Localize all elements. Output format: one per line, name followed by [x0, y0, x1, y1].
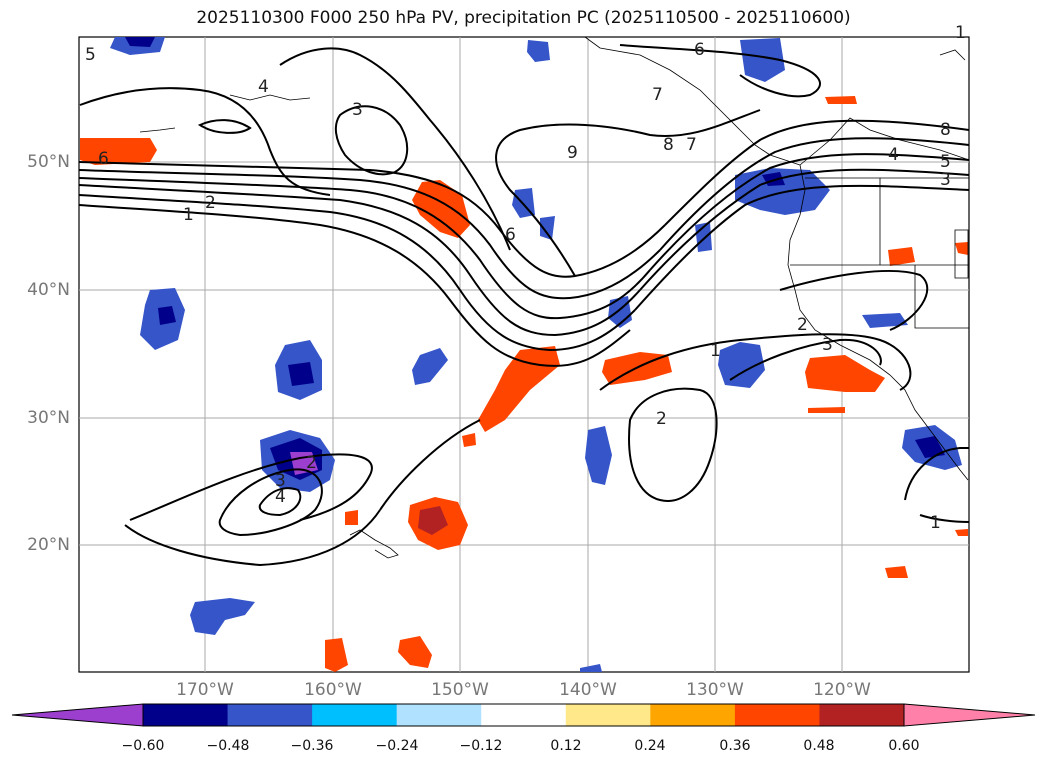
colorbar-segment: [227, 704, 313, 726]
contour-label: 3: [275, 471, 286, 491]
colorbar-tick-label: 0.60: [888, 738, 920, 754]
contour-label: 1: [930, 513, 941, 533]
colorbar-tick-label: −0.24: [375, 738, 419, 754]
lat-label: 20°N: [27, 535, 70, 555]
contour-label: 7: [686, 135, 697, 155]
contour-label: 3: [352, 100, 363, 120]
map-panel: 5 4 3 6 2 1 9 8 7 6 5 4 3 8 6 7 1 2 3 2 …: [78, 23, 970, 673]
contour-label: 1: [183, 205, 194, 225]
colorbar-segment: [734, 704, 820, 726]
contour-label: 4: [258, 77, 269, 97]
contour-label: 8: [663, 135, 674, 155]
map-title: 2025110300 F000 250 hPa PV, precipitatio…: [196, 8, 851, 28]
contour-label: 5: [85, 45, 96, 65]
colorbar-segment: [481, 704, 567, 726]
contour-label: 3: [940, 170, 951, 190]
contour-label: 6: [505, 225, 516, 245]
gridlines: [79, 37, 969, 672]
lon-label: 130°W: [686, 680, 744, 700]
colorbar-tick-label: 0.48: [803, 738, 835, 754]
lon-label: 170°W: [176, 680, 234, 700]
lon-label: 120°W: [813, 680, 871, 700]
contour-label: 2: [205, 193, 216, 213]
lat-label: 40°N: [27, 280, 70, 300]
contour-label: 6: [694, 40, 705, 60]
contour-label: 4: [275, 487, 286, 507]
contour-label: 9: [567, 143, 578, 163]
contour-label: 1: [955, 23, 966, 43]
colorbar-segment: [396, 704, 482, 726]
lon-label: 140°W: [559, 680, 617, 700]
colorbar-tick-label: −0.48: [206, 738, 250, 754]
contour-label: 8: [940, 120, 951, 140]
colorbar-extend-high: [903, 703, 1036, 727]
colorbar-tick-label: 0.36: [719, 738, 751, 754]
colorbar-segment: [650, 704, 736, 726]
contour-label: 2: [797, 315, 808, 335]
lat-label: 50°N: [27, 152, 70, 172]
colorbar-frame: [142, 703, 905, 727]
lon-label: 150°W: [431, 680, 489, 700]
colorbar-tick-label: 0.12: [550, 738, 582, 754]
lon-label: 160°W: [304, 680, 362, 700]
colorbar-tick-label: −0.12: [459, 738, 503, 754]
contour-label: 2: [306, 453, 317, 473]
contour-label: 3: [822, 335, 833, 355]
colorbar: [11, 703, 1036, 727]
contour-label: 4: [888, 145, 899, 165]
colorbar-segment: [565, 704, 651, 726]
lat-label: 30°N: [27, 408, 70, 428]
pv-contours: [78, 44, 970, 567]
contour-label: 1: [710, 341, 721, 361]
colorbar-segment: [312, 704, 398, 726]
contour-label: 5: [940, 152, 951, 172]
contour-label: 6: [98, 149, 109, 169]
colorbar-extend-low: [11, 703, 144, 727]
colorbar-tick-label: −0.36: [290, 738, 334, 754]
colorbar-tick-label: −0.60: [121, 738, 165, 754]
colorbar-segment: [143, 704, 229, 726]
colorbar-tick-label: 0.24: [634, 738, 666, 754]
contour-label-group: 5 4 3 6 2 1 9 8 7 6 5 4 3 8 6 7 1 2 3 2 …: [85, 23, 966, 533]
contour-label: 7: [652, 85, 663, 105]
contour-label: 2: [656, 409, 667, 429]
colorbar-segment: [819, 704, 905, 726]
